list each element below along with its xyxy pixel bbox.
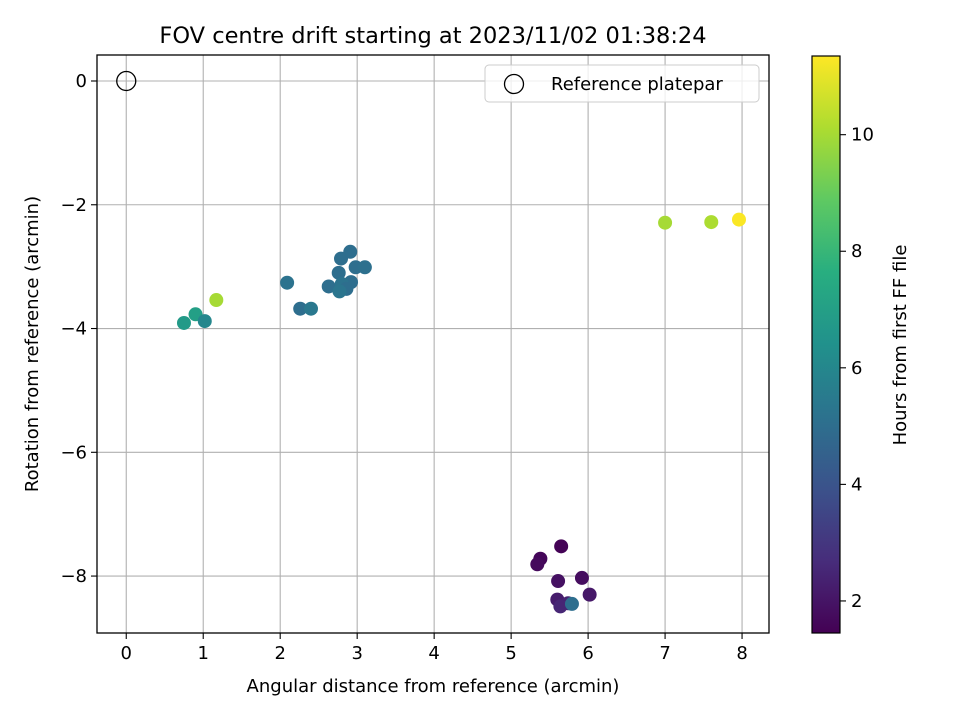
x-tick-label: 2 xyxy=(274,643,285,664)
data-point xyxy=(658,215,673,230)
data-point xyxy=(176,315,191,330)
colorbar-tick-label: 4 xyxy=(851,474,862,495)
colorbar: 2 4 6 8 10 Hours from first FF file xyxy=(811,55,911,634)
x-axis-label: Angular distance from reference (arcmin) xyxy=(247,676,620,697)
data-point xyxy=(564,596,579,611)
scatter-points xyxy=(176,212,746,614)
colorbar-label: Hours from first FF file xyxy=(890,245,911,446)
y-tick-label: −4 xyxy=(60,319,87,340)
reference-platepar-marker xyxy=(116,70,137,92)
colorbar-tick-label: 8 xyxy=(851,241,862,262)
x-tick-label: 5 xyxy=(505,643,516,664)
x-tick-label: 1 xyxy=(198,643,209,664)
colorbar-ticks: 2 4 6 8 10 xyxy=(840,125,874,612)
data-point xyxy=(357,260,372,275)
data-point xyxy=(293,301,308,316)
reference-marker-layer xyxy=(116,70,137,92)
data-point xyxy=(197,314,212,329)
colorbar-gradient xyxy=(811,55,841,634)
data-point xyxy=(343,244,358,259)
y-tick-label: −8 xyxy=(60,566,87,587)
legend-entry-reference: Reference platepar xyxy=(551,74,723,95)
x-tick-label: 7 xyxy=(659,643,670,664)
legend: Reference platepar xyxy=(484,64,760,103)
x-tick-label: 3 xyxy=(351,643,362,664)
data-point xyxy=(209,293,224,308)
data-point xyxy=(530,557,545,572)
data-point xyxy=(321,279,336,294)
data-point xyxy=(574,570,589,585)
colorbar-tick-label: 2 xyxy=(851,591,862,612)
plot-area-frame xyxy=(96,54,770,634)
y-axis-label: Rotation from reference (arcmin) xyxy=(22,196,43,492)
colorbar-tick-label: 10 xyxy=(851,125,874,146)
data-point xyxy=(551,574,566,589)
data-point xyxy=(704,215,719,230)
colorbar-tick-label: 6 xyxy=(851,358,862,379)
legend-marker-icon xyxy=(503,73,525,95)
data-point xyxy=(582,587,597,602)
x-tick-label: 4 xyxy=(428,643,439,664)
data-point xyxy=(332,284,347,299)
y-axis-ticks: 0 −2 −4 −6 −8 xyxy=(60,71,97,587)
data-point xyxy=(280,275,295,290)
y-tick-label: −2 xyxy=(60,195,87,216)
x-tick-label: 8 xyxy=(736,643,747,664)
y-tick-label: 0 xyxy=(76,71,87,92)
x-axis-ticks: 0 1 2 3 4 5 6 7 8 xyxy=(121,633,748,664)
data-point xyxy=(554,539,569,554)
data-point xyxy=(303,301,318,316)
y-tick-label: −6 xyxy=(60,442,87,463)
data-point xyxy=(331,265,346,280)
legend-box xyxy=(484,64,760,103)
data-point xyxy=(731,212,746,227)
chart-title: FOV centre drift starting at 2023/11/02 … xyxy=(159,23,706,49)
grid-lines xyxy=(97,55,769,633)
x-tick-label: 0 xyxy=(121,643,132,664)
x-tick-label: 6 xyxy=(582,643,593,664)
data-point xyxy=(553,599,568,614)
